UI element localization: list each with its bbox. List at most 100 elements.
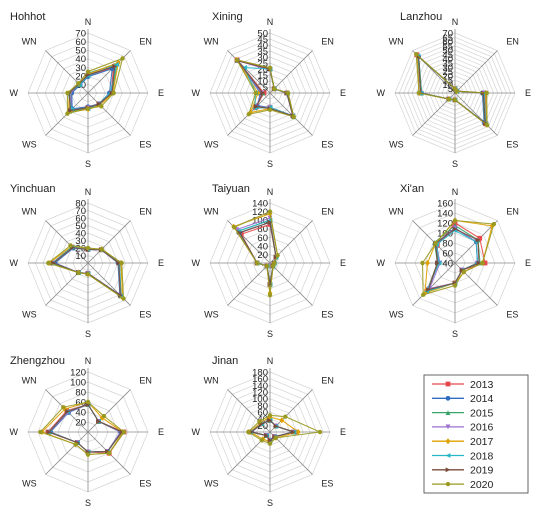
radial-tick-label: 80 bbox=[75, 199, 86, 210]
radial-tick-label: 55 bbox=[442, 41, 453, 52]
radial-tick-label: 45 bbox=[257, 35, 268, 46]
direction-label-wn: WN bbox=[22, 37, 37, 47]
data-point-2020-wn bbox=[433, 241, 438, 246]
radial-tick-label: 120 bbox=[252, 207, 268, 218]
direction-label-w: W bbox=[192, 427, 201, 437]
series-2020 bbox=[234, 57, 297, 119]
axis-spoke-ws bbox=[227, 262, 271, 306]
data-point-2020-en bbox=[120, 56, 125, 61]
direction-label-ws: WS bbox=[22, 309, 37, 319]
radial-tick-label: 35 bbox=[257, 47, 268, 58]
direction-label-w: W bbox=[192, 88, 201, 98]
axis-spoke-en bbox=[87, 389, 131, 433]
legend-marker bbox=[445, 410, 451, 415]
direction-label-w: W bbox=[377, 88, 386, 98]
radial-tick-label: 10 bbox=[257, 77, 268, 88]
radial-tick-label: 120 bbox=[437, 219, 453, 230]
radial-tick-label: 20 bbox=[442, 71, 453, 82]
panel-hohhot: NENEESSWSWWN10203040506070Hohhot bbox=[10, 11, 165, 169]
data-point-2020-es bbox=[106, 451, 112, 456]
radial-tick-label: 15 bbox=[442, 76, 453, 87]
direction-label-s: S bbox=[85, 159, 91, 169]
direction-label-wn: WN bbox=[22, 376, 37, 386]
direction-label-ws: WS bbox=[204, 478, 219, 488]
data-point-2020-ws bbox=[259, 438, 265, 443]
legend-marker bbox=[445, 467, 451, 473]
data-point-2020-en bbox=[99, 247, 105, 252]
radial-tick-label: 15 bbox=[257, 71, 268, 82]
series-2020 bbox=[45, 243, 126, 301]
data-point-2019-ws bbox=[426, 287, 431, 292]
direction-label-e: E bbox=[340, 258, 346, 268]
data-point-2020-w bbox=[254, 260, 260, 266]
direction-label-w: W bbox=[10, 427, 19, 437]
direction-label-s: S bbox=[85, 498, 91, 508]
panel-title-lanzhou: Lanzhou bbox=[400, 11, 442, 23]
direction-label-n: N bbox=[85, 187, 92, 197]
radial-tick-label: 60 bbox=[442, 249, 453, 260]
direction-label-en: EN bbox=[321, 37, 334, 47]
direction-label-n: N bbox=[267, 187, 274, 197]
direction-label-en: EN bbox=[506, 207, 519, 217]
data-point-2020-s bbox=[267, 293, 273, 298]
direction-label-es: ES bbox=[139, 139, 151, 149]
data-point-2020-w bbox=[253, 90, 258, 96]
radial-tick-label: 160 bbox=[252, 374, 268, 385]
data-point-2020-n bbox=[85, 69, 91, 74]
data-point-2019-w bbox=[46, 429, 52, 435]
radial-tick-label: 30 bbox=[75, 63, 86, 74]
panel-title-xi-an: Xi'an bbox=[400, 183, 424, 195]
direction-label-en: EN bbox=[139, 37, 152, 47]
direction-label-en: EN bbox=[321, 376, 334, 386]
direction-label-wn: WN bbox=[389, 37, 404, 47]
data-point-2020-ws bbox=[446, 96, 452, 102]
direction-label-ws: WS bbox=[22, 478, 37, 488]
panel-lanzhou: N EN E ES S WS W WN 510152025303540455055606570L… bbox=[377, 11, 532, 169]
legend-entry-2018: 2018 bbox=[432, 450, 494, 462]
direction-label-es: ES bbox=[321, 478, 333, 488]
direction-label-n: N bbox=[267, 17, 274, 27]
series-2020 bbox=[64, 56, 125, 116]
radial-tick-label: 40 bbox=[257, 41, 268, 52]
data-point-2020-e bbox=[480, 260, 485, 266]
direction-label-ws: WS bbox=[389, 309, 404, 319]
data-point-2020-en bbox=[454, 89, 460, 94]
radial-tick-label: 60 bbox=[442, 37, 453, 48]
panel-title-xining: Xining bbox=[212, 11, 243, 23]
data-point-2020-s bbox=[267, 107, 273, 112]
radial-tick-label: 25 bbox=[442, 67, 453, 78]
direction-label-wn: WN bbox=[204, 376, 219, 386]
radial-tick-label: 35 bbox=[442, 59, 453, 70]
data-point-2020-e bbox=[121, 429, 127, 435]
legend-entry-2019: 2019 bbox=[432, 465, 494, 477]
series-2020 bbox=[38, 399, 127, 457]
direction-label-ws: WS bbox=[204, 309, 219, 319]
axis-spoke-ws bbox=[412, 262, 456, 306]
radial-tick-label: 40 bbox=[75, 229, 86, 240]
data-point-2020-n bbox=[267, 209, 273, 214]
radial-tick-label: 40 bbox=[75, 408, 86, 419]
data-point-2020-wn bbox=[68, 243, 73, 248]
direction-label-e: E bbox=[158, 88, 164, 98]
data-point-2019-en bbox=[112, 63, 118, 69]
series-2020 bbox=[231, 209, 280, 298]
radial-tick-label: 160 bbox=[437, 199, 453, 210]
data-point-2017-en bbox=[279, 417, 285, 424]
data-point-2020-e bbox=[317, 429, 323, 435]
direction-label-s: S bbox=[267, 498, 273, 508]
radial-tick-label: 10 bbox=[75, 251, 86, 262]
legend-entry-2014: 2014 bbox=[432, 393, 494, 405]
data-point-2020-en bbox=[275, 253, 280, 258]
data-point-2019-ws bbox=[264, 433, 269, 438]
radial-tick-label: 80 bbox=[257, 224, 268, 235]
direction-label-n: N bbox=[85, 356, 92, 366]
data-point-2019-wn bbox=[65, 409, 70, 414]
data-point-2020-es bbox=[270, 263, 276, 269]
radial-tick-label: 140 bbox=[252, 199, 268, 210]
data-point-2019-w bbox=[260, 90, 266, 96]
legend-entry-2013: 2013 bbox=[432, 379, 494, 391]
data-point-2019-en bbox=[96, 418, 102, 424]
data-point-2020-es bbox=[484, 123, 490, 128]
